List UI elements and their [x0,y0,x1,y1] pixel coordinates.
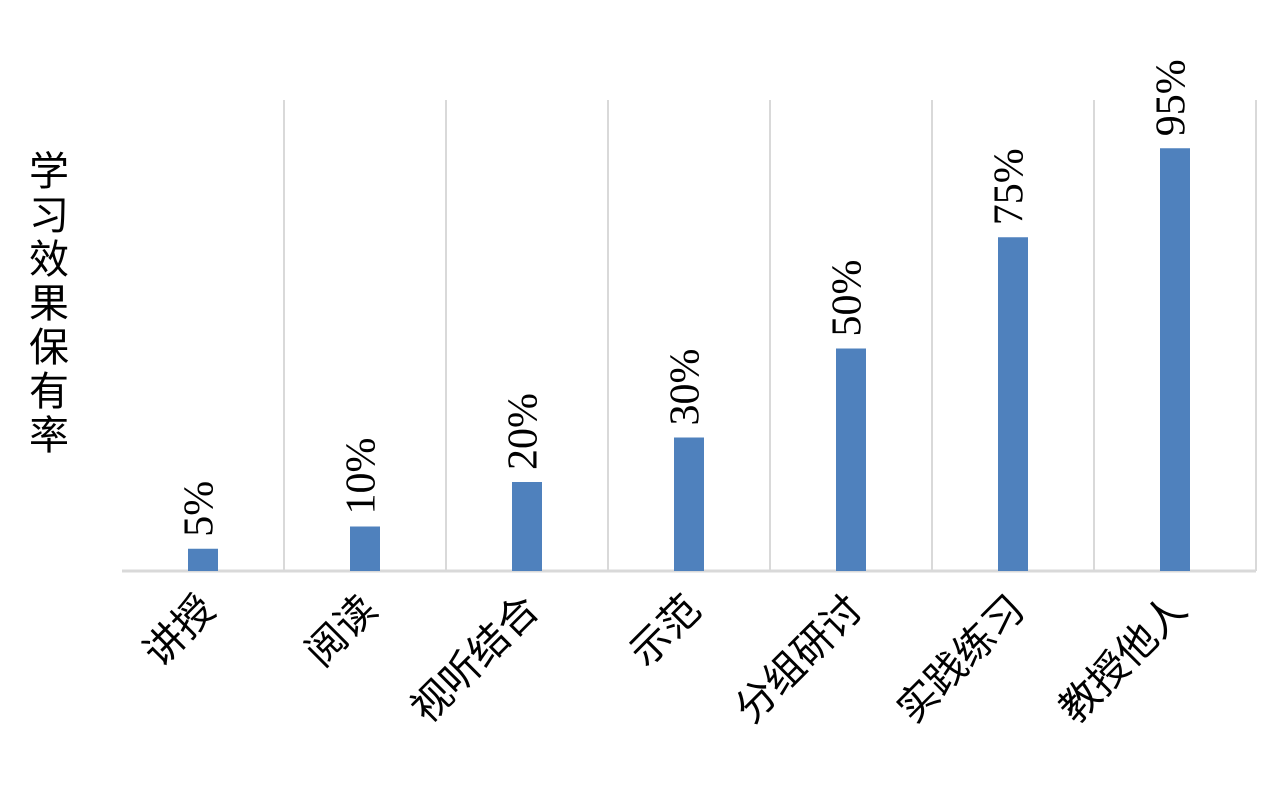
value-label: 20% [501,393,547,470]
x-tick-label: 讲授 [135,587,224,676]
bar [836,348,866,571]
value-label: 75% [987,148,1033,225]
bar [512,482,542,571]
value-label: 5% [177,481,223,537]
bar [350,526,380,571]
bar [674,437,704,571]
x-tick-label: 视听结合 [402,587,548,733]
x-tick-label: 实践练习 [888,587,1034,733]
x-tick-label: 教授他人 [1050,587,1196,733]
x-tick-label: 阅读 [297,587,386,676]
bar [188,548,218,571]
y-axis-label: 学习效果保有率 [22,150,69,458]
value-label: 30% [663,349,709,426]
x-tick-label: 分组研讨 [726,587,872,733]
value-label: 10% [339,438,385,515]
x-tick-label: 示范 [621,587,710,676]
bar [998,237,1028,571]
value-label: 50% [825,260,871,337]
bar [1160,148,1190,571]
value-label: 95% [1149,59,1195,136]
